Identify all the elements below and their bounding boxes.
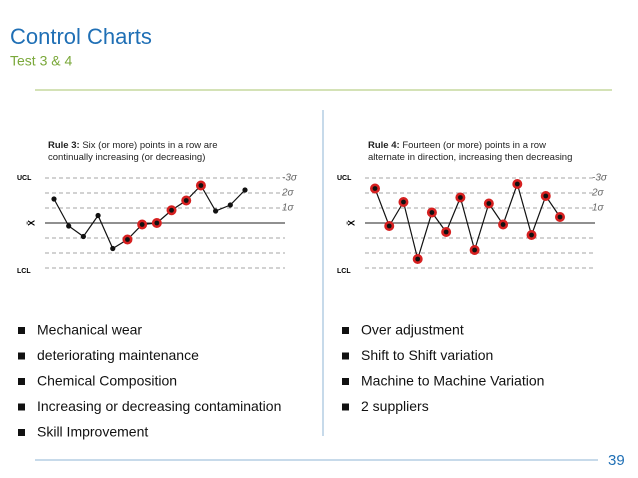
data-point xyxy=(125,237,130,242)
data-point xyxy=(213,208,219,214)
bullet-icon xyxy=(18,429,25,436)
y2-tick-label: 1σ xyxy=(282,203,295,214)
chart-title: alternate in direction, increasing then … xyxy=(368,152,572,163)
data-point xyxy=(514,181,520,187)
y-tick-label: UCL xyxy=(337,175,352,182)
bullet-text: Skill Improvement xyxy=(37,424,148,440)
data-point xyxy=(242,187,248,193)
data-point xyxy=(154,220,160,226)
chart-title: Rule 4: Fourteen (or more) points in a r… xyxy=(368,140,546,151)
data-point xyxy=(500,222,506,227)
bullet-text: Machine to Machine Variation xyxy=(361,373,544,389)
data-point xyxy=(51,196,57,202)
data-point xyxy=(401,199,406,205)
bullet-text: 2 suppliers xyxy=(361,398,429,414)
slide-title: Control Charts xyxy=(10,24,152,49)
data-point xyxy=(169,207,174,213)
data-point xyxy=(198,183,204,188)
data-point xyxy=(110,245,116,252)
data-point xyxy=(415,256,421,262)
slide-subtitle: Test 3 & 4 xyxy=(10,53,72,69)
chart-rule: Rule 4: xyxy=(368,140,400,151)
y-tick-label: X̄ xyxy=(26,220,36,226)
bullet-icon xyxy=(342,352,349,360)
y-tick-label: LCL xyxy=(17,268,31,275)
data-point xyxy=(543,193,549,199)
data-point xyxy=(429,210,435,215)
bullet-text: Increasing or decreasing contamination xyxy=(37,398,281,414)
chart-title-line: Fourteen (or more) points in a row xyxy=(402,140,546,151)
chart-title-line: alternate in direction, increasing then … xyxy=(368,152,572,163)
data-point xyxy=(372,186,378,191)
bullet-text: Mechanical wear xyxy=(37,322,142,338)
y-tick-label: LCL xyxy=(337,268,351,275)
chart-title-line: Six (or more) points in a row are xyxy=(82,140,217,151)
y2-tick-label: -3σ xyxy=(282,173,298,184)
data-point xyxy=(486,201,492,206)
page-number: 39 xyxy=(608,452,625,469)
bullet-icon xyxy=(18,352,25,360)
data-point xyxy=(457,195,463,200)
data-point xyxy=(472,247,478,253)
bullet-icon xyxy=(342,378,349,385)
series-line xyxy=(374,182,561,262)
chart-rule: Rule 3: xyxy=(48,140,80,151)
bullet-icon xyxy=(18,327,25,334)
data-point xyxy=(529,232,534,238)
y2-tick-label: 2σ xyxy=(281,188,295,199)
bullet-text: Over adjustment xyxy=(361,322,464,338)
data-point xyxy=(139,222,145,227)
y-tick-label: X̄ xyxy=(346,220,356,226)
data-point xyxy=(443,229,449,235)
chart-title: Rule 3: Six (or more) points in a row ar… xyxy=(48,140,218,151)
bullet-icon xyxy=(342,327,349,334)
bullet-text: Chemical Composition xyxy=(37,373,177,389)
data-point xyxy=(66,223,72,229)
bullet-text: Shift to Shift variation xyxy=(361,347,493,363)
data-point xyxy=(557,214,563,220)
bullet-icon xyxy=(342,403,349,411)
y2-tick-label: 2σ xyxy=(591,188,605,199)
data-point xyxy=(80,233,86,240)
chart-title: continually increasing (or decreasing) xyxy=(48,152,205,163)
y-tick-label: UCL xyxy=(17,175,32,182)
y2-tick-label: -3σ xyxy=(592,173,608,184)
bullet-icon xyxy=(18,378,25,385)
bullet-text: deteriorating maintenance xyxy=(37,347,199,363)
data-point xyxy=(227,202,233,208)
data-point xyxy=(183,198,189,203)
y2-tick-label: 1σ xyxy=(592,203,605,214)
data-point xyxy=(386,223,392,229)
series-line xyxy=(53,184,246,250)
data-point xyxy=(95,212,101,219)
bullet-icon xyxy=(18,403,25,411)
chart-title-line: continually increasing (or decreasing) xyxy=(48,152,205,163)
